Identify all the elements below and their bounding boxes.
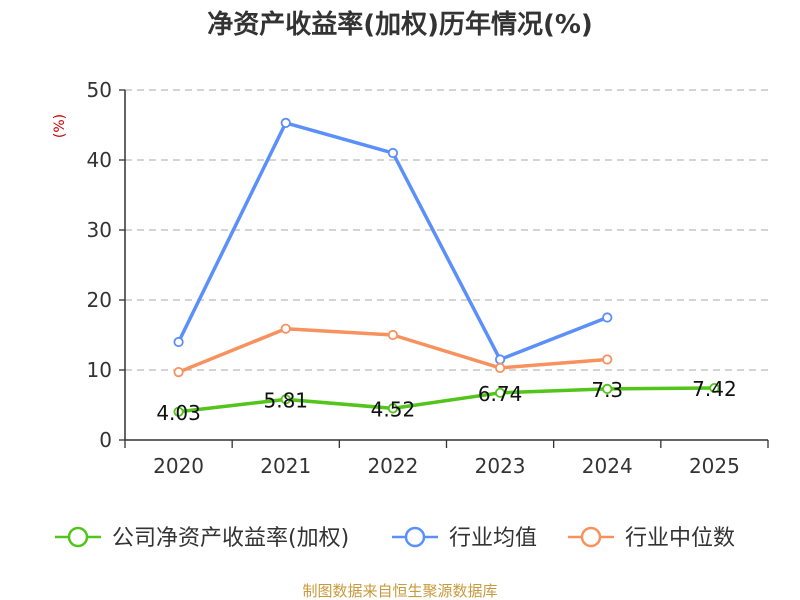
y-tick-label: 40 [87,148,112,172]
grid-lines [125,89,768,371]
series-layer [173,117,720,417]
legend-label: 行业均值 [449,526,537,551]
data-point [280,323,291,334]
data-point [173,336,184,348]
y-tick-label: 30 [87,218,112,242]
x-tick-label: 2023 [475,454,526,478]
x-tick-label: 2021 [260,454,311,478]
legend-label: 公司净资产收益率(加权) [112,526,349,551]
y-tick-label: 0 [99,428,112,452]
data-label: 6.74 [478,382,523,406]
data-point [709,382,720,394]
x-tick-label: 2025 [689,454,740,478]
data-point [494,354,506,365]
data-point [280,394,291,405]
data-label: 7.3 [591,378,623,402]
data-label: 7.42 [692,377,737,401]
series-line-1 [176,121,609,362]
legend: 公司净资产收益率(加权) 行业均值 行业中位数 [55,526,735,551]
data-point [173,366,184,378]
axes: 0 10 20 30 40 50 2020 2021 2022 2023 2024 2025 [87,78,769,478]
data-point [602,383,613,394]
data-point [280,117,291,129]
chart-title: 净资产收益率(加权)历年情况(%) [207,9,593,40]
data-point [494,387,506,398]
series-line-0 [176,386,717,414]
y-tick-label: 50 [87,78,112,102]
data-point [387,403,399,414]
y-tick-label: 20 [87,288,112,312]
data-point [173,406,184,417]
data-point [602,354,613,365]
y-tick-label: 10 [87,358,112,382]
data-point [494,362,506,373]
data-label: 4.03 [156,401,201,425]
source-note: 制图数据来自恒生聚源数据库 [302,582,497,600]
data-label: 4.52 [371,397,416,421]
legend-swatch-marker [404,526,426,548]
legend-swatch-marker [580,526,602,548]
y-axis-unit: (%) [52,114,68,138]
data-label: 5.81 [263,388,308,412]
data-labels: 4.03 5.81 4.52 6.74 7.3 7.42 [156,377,736,425]
legend-label: 行业中位数 [625,526,735,551]
legend-swatch-marker [67,526,89,548]
data-point [602,312,613,323]
data-point [387,147,399,159]
x-tick-label: 2020 [153,454,204,478]
x-tick-label: 2024 [582,454,633,478]
data-point [387,329,399,341]
x-tick-label: 2022 [367,454,418,478]
